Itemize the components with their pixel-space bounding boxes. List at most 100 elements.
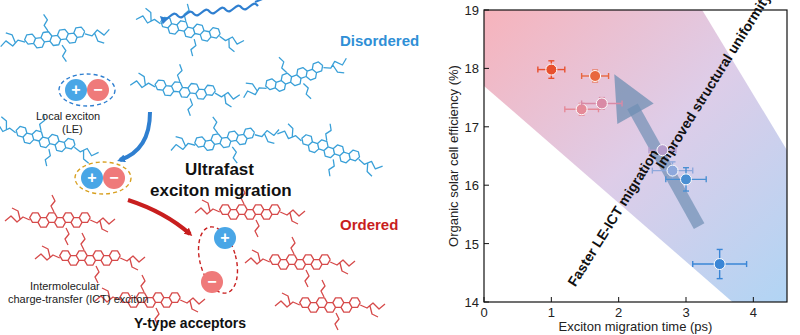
migration-arrow (120, 112, 150, 160)
data-point (596, 98, 607, 109)
charge-sign: + (87, 169, 96, 186)
hole (65, 79, 87, 101)
y-tick-label: 19 (465, 3, 479, 18)
charge-sign: − (93, 81, 102, 98)
molecule-bonds (0, 102, 104, 177)
headline: exciton migration (150, 181, 292, 200)
data-point (667, 165, 678, 176)
phase-label: Ordered (340, 216, 398, 233)
transfer-arrow (128, 200, 190, 234)
error-cap (608, 73, 609, 79)
charge-sign: + (220, 229, 229, 246)
molecule-bonds (245, 237, 355, 287)
data-points (538, 61, 747, 279)
y-tick (484, 302, 489, 303)
exciton: +− (59, 74, 115, 106)
y-tick (484, 185, 489, 186)
y-tick (484, 126, 489, 127)
data-point (714, 259, 725, 270)
molecule (275, 280, 385, 330)
error-cap (706, 176, 707, 182)
error-cap (665, 176, 666, 182)
electron (87, 79, 109, 101)
molecule-bonds (35, 233, 145, 283)
x-tick-label: 3 (682, 305, 689, 320)
error-cap (746, 261, 747, 267)
y-tick (484, 68, 489, 69)
error-cap (564, 106, 565, 112)
annotation: Faster LE-ICT migration (564, 146, 662, 289)
x-tick (686, 297, 687, 302)
y-tick-label: 18 (465, 61, 479, 76)
y-tick (484, 10, 489, 11)
exciton: +− (75, 162, 131, 194)
label: (LE) (62, 123, 83, 135)
error-cap (648, 147, 649, 153)
data-point (590, 70, 601, 81)
error-cap (581, 73, 582, 79)
plot-frame (484, 10, 787, 302)
label: charge-transfer (ICT) exciton (8, 293, 149, 305)
charge-sign: − (207, 273, 216, 290)
y-tick-label: 15 (465, 237, 479, 252)
error-cap (675, 147, 676, 153)
x-tick (551, 297, 552, 302)
molecule (5, 195, 115, 245)
molecule-bonds (5, 195, 115, 245)
error-cap (581, 100, 582, 106)
exciton-boundary (192, 222, 244, 297)
y-tick-label: 17 (465, 120, 479, 135)
molecule-bonds (275, 280, 385, 330)
error-cap (717, 249, 723, 250)
data-point (657, 145, 668, 156)
hole (81, 167, 103, 189)
y-tick-label: 14 (465, 295, 479, 310)
molecule (245, 237, 355, 287)
y-tick (484, 243, 489, 244)
caption: Y-type acceptors (134, 315, 246, 331)
chart: Improved structural uniformityFaster LE-… (446, 0, 787, 334)
electron (201, 271, 223, 293)
exciton: +− (192, 222, 244, 297)
error-cap (692, 261, 693, 267)
background-band (484, 10, 787, 302)
molecule-bonds (270, 109, 390, 191)
error-cap (683, 167, 689, 168)
error-cap (621, 100, 622, 106)
molecule-bonds (235, 36, 355, 121)
x-axis-label: Exciton migration time (ps) (559, 319, 713, 334)
x-tick-label: 2 (615, 305, 622, 320)
molecule (235, 36, 355, 121)
error-cap (692, 168, 693, 174)
charge-sign: − (109, 169, 118, 186)
x-tick (484, 297, 485, 302)
page: +−+−+−DisorderedOrderedLocal exciton(LE)… (0, 0, 800, 335)
x-tick-label: 4 (750, 305, 757, 320)
error-cap (683, 190, 689, 191)
exciton-boundary (59, 74, 115, 106)
molecule (128, 59, 243, 120)
figure: +−+−+−DisorderedOrderedLocal exciton(LE)… (0, 0, 800, 335)
annotation: Improved structural uniformity (652, 0, 774, 171)
y-axis-label: Organic solar cell efficiency (%) (446, 65, 461, 247)
molecule (0, 6, 113, 71)
hole (214, 227, 236, 249)
x-tick-label: 0 (480, 305, 487, 320)
y-tick-label: 16 (465, 178, 479, 193)
photon (162, 4, 258, 20)
gradient-band (484, 10, 787, 302)
error-cap (564, 67, 565, 73)
error-cap (548, 78, 554, 79)
error-cap (537, 67, 538, 73)
electron (103, 167, 125, 189)
error-cap (670, 161, 676, 162)
data-point (681, 174, 692, 185)
molecule (270, 109, 390, 191)
molecule-bonds (128, 59, 243, 120)
molecule-bonds (0, 6, 113, 71)
photon-tail (255, 0, 275, 2)
trend-arrow-head (614, 74, 653, 124)
error-cap (652, 168, 653, 174)
x-tick (753, 297, 754, 302)
label: Intermolecular (30, 280, 100, 292)
